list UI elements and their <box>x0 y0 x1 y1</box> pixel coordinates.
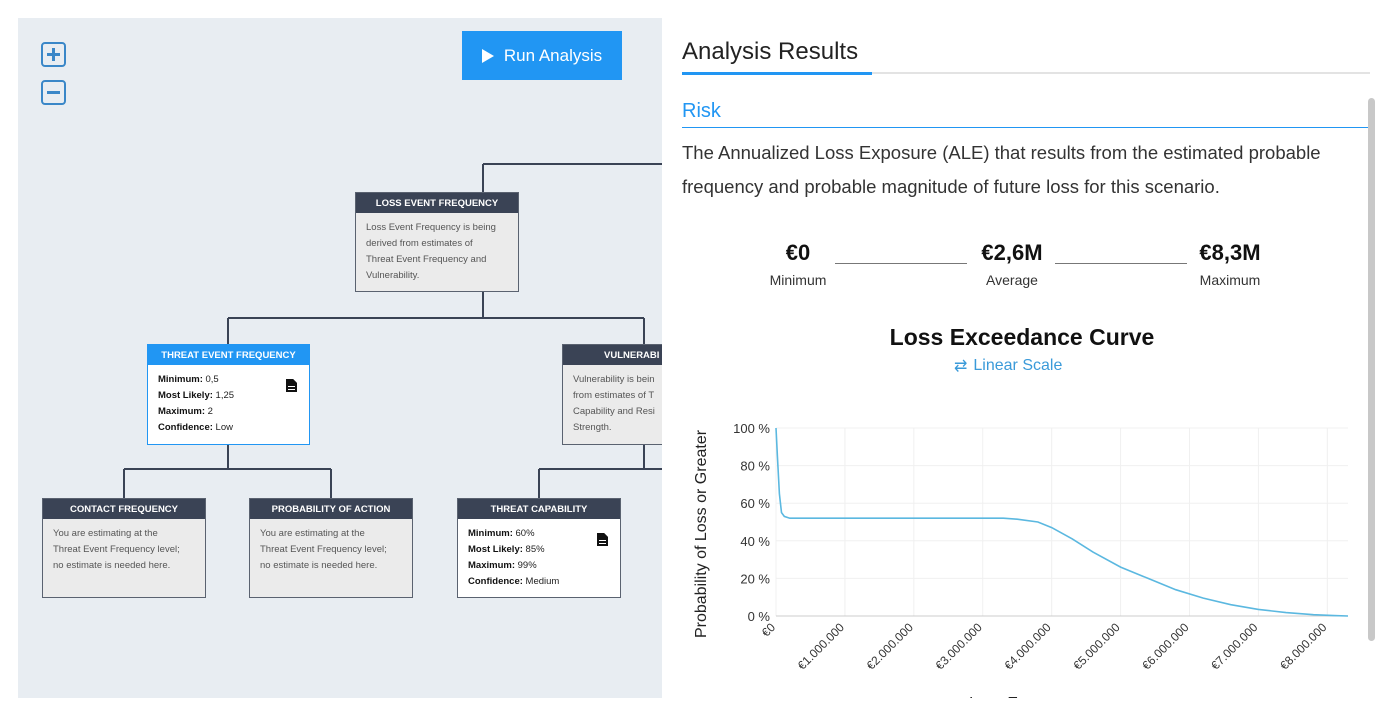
panel-scrollbar[interactable] <box>1368 98 1375 641</box>
node-title: PROBABILITY OF ACTION <box>250 499 412 519</box>
node-stat-row: Most Likely: 1,25 <box>158 390 235 401</box>
node-threat-event-frequency[interactable]: THREAT EVENT FREQUENCY Minimum: 0,5 Most… <box>147 344 310 445</box>
zoom-out-button[interactable] <box>41 80 66 105</box>
stat-minimum-label: Minimum <box>769 272 827 288</box>
node-stat-row: Minimum: 60% <box>468 528 535 539</box>
document-icon[interactable] <box>286 379 297 392</box>
panel-title: Analysis Results <box>682 38 859 65</box>
node-description: You are estimating at the <box>260 528 365 539</box>
y-tick-label: 80 % <box>740 459 770 474</box>
stat-connector-line <box>1055 263 1187 264</box>
node-stat-row: Most Likely: 85% <box>468 544 545 555</box>
x-tick-label: €3.000.000 <box>932 620 985 673</box>
node-description: Threat Event Frequency level; <box>53 544 180 555</box>
run-analysis-label: Run Analysis <box>503 45 603 65</box>
scale-toggle-label: Linear Scale <box>973 357 1063 374</box>
node-stat-row: Minimum: 0,5 <box>158 374 219 385</box>
x-tick-label: €4.000.000 <box>1001 620 1054 673</box>
node-stat-row: Maximum: 2 <box>158 406 213 417</box>
stat-maximum-label: Maximum <box>1199 272 1261 288</box>
scale-toggle-button[interactable]: ⇄ Linear Scale <box>954 356 1062 376</box>
node-loss-event-frequency[interactable]: LOSS EVENT FREQUENCY Loss Event Frequenc… <box>355 192 519 292</box>
zoom-in-button[interactable] <box>41 42 66 67</box>
node-description: Loss Event Frequency is being <box>366 222 496 233</box>
node-stat-row: Confidence: Medium <box>468 576 560 587</box>
node-title: THREAT CAPABILITY <box>458 499 620 519</box>
model-canvas[interactable]: Run Analysis LOSS EVENT FREQUENCY Loss E… <box>18 18 662 698</box>
node-probability-of-action[interactable]: PROBABILITY OF ACTION You are estimating… <box>249 498 413 598</box>
play-icon <box>481 48 494 63</box>
node-title: LOSS EVENT FREQUENCY <box>356 193 518 213</box>
x-tick-label: €6.000.000 <box>1139 620 1192 673</box>
ale-description: The Annualized Loss Exposure (ALE) that … <box>682 142 1321 197</box>
x-axis-label: Loss Exposure <box>969 695 1075 698</box>
x-tick-label: €8.000.000 <box>1277 620 1330 673</box>
node-description: Threat Event Frequency and <box>366 254 487 265</box>
y-tick-label: 40 % <box>740 534 770 549</box>
y-tick-label: 0 % <box>748 609 771 624</box>
stat-average: €2,6M Average <box>952 240 1072 288</box>
title-divider <box>682 72 1370 74</box>
node-threat-capability[interactable]: THREAT CAPABILITY Minimum: 60% Most Like… <box>457 498 621 598</box>
node-vulnerability[interactable]: VULNERABI Vulnerability is bein from est… <box>562 344 662 445</box>
y-tick-label: 60 % <box>740 496 770 511</box>
node-description: Threat Event Frequency level; <box>260 544 387 555</box>
series-line <box>775 427 1349 617</box>
node-title: THREAT EVENT FREQUENCY <box>148 345 309 365</box>
x-tick-label: €1.000.000 <box>795 620 848 673</box>
node-title: VULNERABI <box>563 345 662 365</box>
node-title: CONTACT FREQUENCY <box>43 499 205 519</box>
y-axis-label: Probability of Loss or Greater <box>693 429 710 638</box>
run-analysis-button[interactable]: Run Analysis <box>462 31 622 80</box>
x-tick-label: €2.000.000 <box>864 620 917 673</box>
y-tick-label: 100 % <box>733 421 770 436</box>
tree-connectors <box>123 163 662 499</box>
y-tick-label: 20 % <box>740 571 770 586</box>
node-description: You are estimating at the <box>53 528 158 539</box>
risk-divider <box>682 127 1370 128</box>
node-contact-frequency[interactable]: CONTACT FREQUENCY You are estimating at … <box>42 498 206 598</box>
stat-average-label: Average <box>986 272 1038 288</box>
stat-maximum: €8,3M Maximum <box>1170 240 1290 288</box>
stat-minimum: €0 Minimum <box>738 240 858 288</box>
stat-maximum-value: €8,3M <box>1199 240 1261 265</box>
stat-average-value: €2,6M <box>981 240 1043 265</box>
loss-exceedance-chart: 0 %20 %40 %60 %80 %100 %€0 €1.000.000 €2.0… <box>693 421 1349 698</box>
node-description: Vulnerability is bein <box>573 374 655 385</box>
chart-title: Loss Exceedance Curve <box>889 324 1155 350</box>
node-description: from estimates of T <box>573 390 655 401</box>
swap-arrows-icon: ⇄ <box>954 358 968 375</box>
node-description: Capability and Resi <box>573 406 655 417</box>
analysis-results-panel: Analysis Results Risk The Annualized Los… <box>662 18 1382 698</box>
node-description: no estimate is needed here. <box>260 560 378 571</box>
node-stat-row: Maximum: 99% <box>468 560 537 571</box>
stat-minimum-value: €0 <box>785 240 811 265</box>
x-tick-label: €7.000.000 <box>1208 620 1261 673</box>
node-description: no estimate is needed here. <box>53 560 171 571</box>
document-icon[interactable] <box>597 533 608 546</box>
title-active-indicator <box>682 72 872 75</box>
stat-connector-line <box>835 263 967 264</box>
node-description: Strength. <box>573 422 612 433</box>
x-tick-label: €5.000.000 <box>1070 620 1123 673</box>
node-description: Vulnerability. <box>366 270 420 281</box>
node-description: derived from estimates of <box>366 238 473 249</box>
node-stat-row: Confidence: Low <box>158 422 233 433</box>
tab-risk[interactable]: Risk <box>682 100 721 122</box>
